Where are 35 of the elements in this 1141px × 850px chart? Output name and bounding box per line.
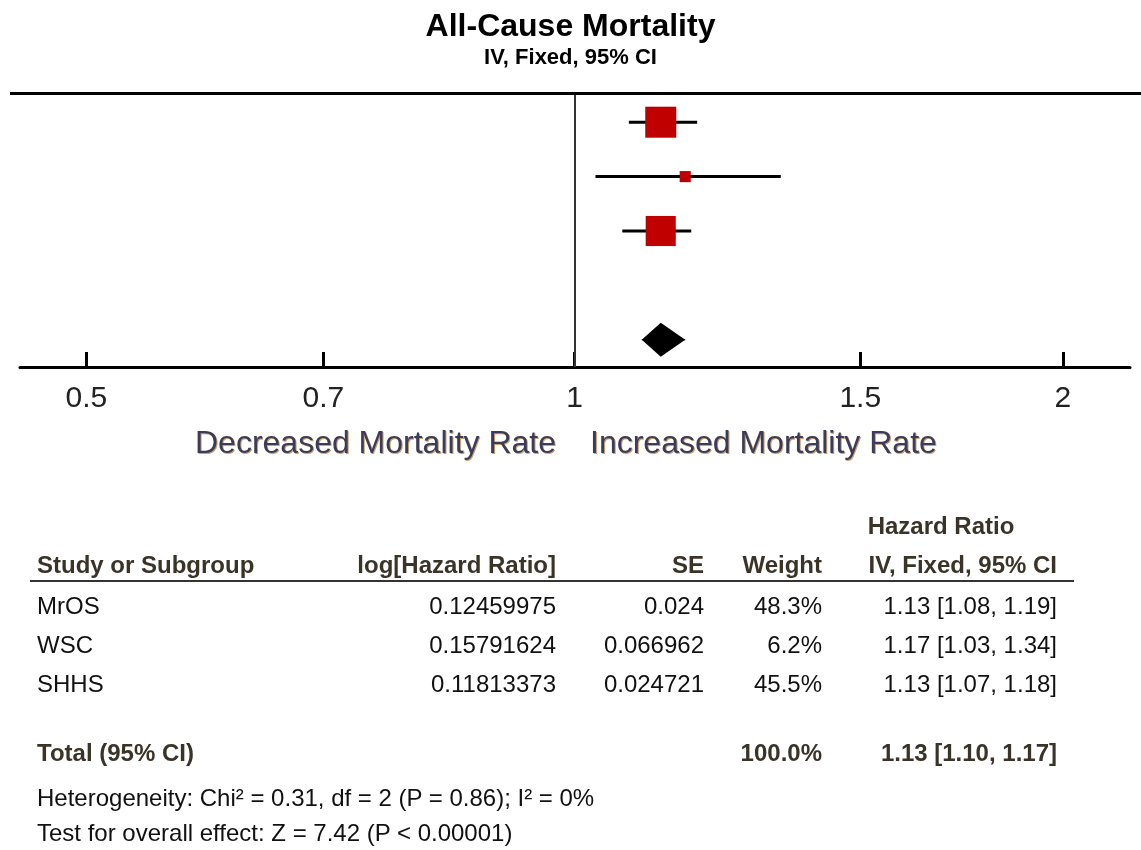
x-tick-label: 0.5	[65, 379, 108, 413]
text: 0.066962	[603, 631, 704, 659]
text: 0.15791624	[429, 631, 556, 659]
text: 100.0%	[740, 739, 822, 767]
text: WSC	[37, 631, 93, 659]
text: log[Hazard Ratio]	[357, 551, 556, 579]
text: Increased Mortality Rate	[590, 424, 937, 460]
text: 48.3%	[753, 592, 822, 620]
text: Total (95% CI)	[37, 739, 194, 767]
text: 0.11813373	[430, 670, 556, 698]
text: SE	[671, 551, 704, 579]
x-tick-label: 1.5	[839, 379, 882, 413]
chart-subtitle: IV, Fixed, 95% CI	[484, 43, 657, 69]
text: SHHS	[37, 670, 104, 698]
text: Decreased Mortality Rate	[194, 424, 556, 460]
text: IV, Fixed, 95% CI	[868, 551, 1057, 579]
text: 6.2%	[767, 631, 822, 659]
text: 1.13 [1.10, 1.17]	[880, 739, 1057, 767]
text: 0.12459975	[429, 592, 556, 620]
x-tick-label: 2	[1054, 379, 1072, 413]
text: 45.5%	[753, 670, 822, 698]
text: Heterogeneity: Chi² = 0.31, df = 2 (P = 0.86); I² = 0%	[37, 784, 595, 812]
text: 0.024721	[603, 670, 704, 698]
x-tick-label: 0.7	[302, 379, 345, 413]
text: Hazard Ratio	[867, 512, 1015, 540]
text: 1.13 [1.08, 1.19]	[883, 592, 1057, 620]
text: 0.024	[643, 592, 704, 620]
text: 1.17 [1.03, 1.34]	[883, 631, 1057, 659]
chart-title: All-Cause Mortality	[425, 7, 716, 43]
text: Test for overall effect: Z = 7.42 (P < 0.00001)	[37, 819, 513, 847]
text: Study or Subgroup	[37, 551, 255, 579]
text: 1.13 [1.07, 1.18]	[883, 670, 1057, 698]
text: MrOS	[37, 592, 100, 620]
x-tick-label: 1	[566, 379, 583, 413]
text: Weight	[742, 551, 822, 579]
